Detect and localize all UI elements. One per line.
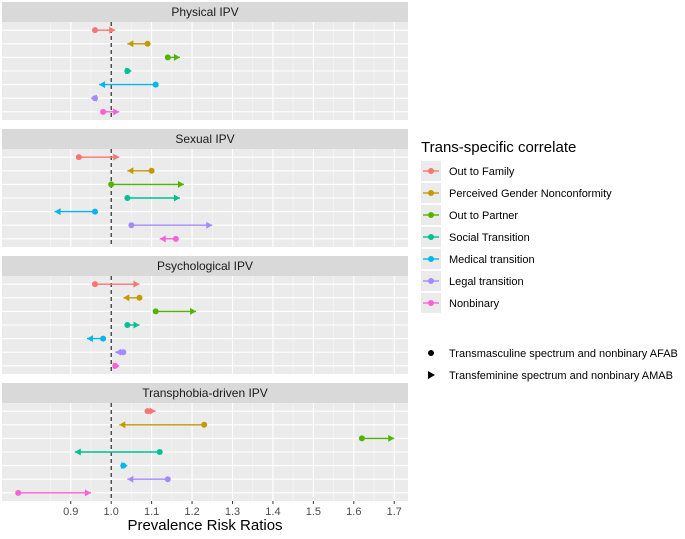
arrow-head [127,167,134,175]
x-tick-label: 1.6 [346,506,361,518]
arrow-head [173,194,180,202]
facet-title: Physical IPV [171,5,238,19]
arrow-head [173,53,180,61]
legend-swatch [428,168,434,174]
dot [144,40,151,47]
dot [112,362,119,369]
x-tick-label: 1.1 [144,506,159,518]
legend-swatch [428,278,434,284]
x-tick-label: 1.7 [387,506,402,518]
dot [124,322,131,328]
legend-swatch [428,300,434,306]
facet-title: Transphobia-driven IPV [142,386,268,400]
dot [144,408,151,415]
legend-label: Social Transition [449,232,530,244]
x-tick-label: 0.9 [63,506,78,518]
dot [92,208,99,215]
arrow-head [127,40,134,48]
legend-shape [428,350,434,356]
arrow-head [113,108,120,116]
arrow-head [74,448,81,456]
dot [164,54,171,61]
facet-title: Psychological IPV [157,259,253,273]
arrow-head [133,321,140,329]
facet-strip [2,129,408,149]
dot [75,154,82,161]
dot [100,335,107,342]
x-tick-label: 1.2 [184,506,199,518]
dot [201,421,208,428]
x-tick-label: 1.3 [225,506,240,518]
arrow-head [99,81,106,89]
dot [120,462,127,469]
legend-label: Transmasculine spectrum and nonbinary AF… [449,348,678,360]
arrow-head [177,180,184,188]
legend-label: Transfeminine spectrum and nonbinary AMA… [449,370,673,382]
legend-swatch [428,190,434,196]
dot [92,281,99,288]
legend-label: Medical transition [449,254,535,266]
dot [152,81,159,88]
legend-swatch [428,234,434,240]
arrow-head [119,421,126,429]
dot [148,167,155,174]
arrow-head [190,307,197,315]
dot [172,235,179,242]
x-axis-title: Prevalence Risk Ratios [127,517,282,534]
legend-label: Perceived Gender Nonconformity [449,188,612,200]
legend-shape [428,371,435,379]
legend-label: Legal transition [449,276,524,288]
arrow-head [388,434,395,442]
legend-label: Out to Partner [449,210,518,222]
dot [100,108,107,115]
legend-label: Nonbinary [449,298,500,310]
arrow-head [206,221,213,229]
dot [124,195,131,201]
arrow-head [149,407,156,415]
dot [124,68,131,74]
arrow-head [159,235,166,243]
dot [15,489,22,496]
arrow-head [54,208,61,216]
x-tick-label: 1.0 [104,506,119,518]
arrow-head [113,153,120,161]
arrow-head [127,475,134,483]
dot [152,308,159,315]
arrow-head [109,26,116,34]
arrow-head [115,348,122,356]
x-tick-label: 1.4 [265,506,280,518]
facet-strip [2,2,408,22]
arrow-head [84,489,91,497]
legend-swatch [428,212,434,218]
facet-strip [2,256,408,276]
x-tick-label: 1.5 [306,506,321,518]
arrow-head [133,280,140,288]
dot [108,181,115,188]
facet-title: Sexual IPV [175,132,234,146]
arrow-head [86,335,93,343]
dot [164,476,171,483]
legend-swatch [428,256,434,262]
legend-title: Trans-specific correlate [421,139,576,156]
dot [120,349,127,356]
dot [92,27,99,34]
dot [136,294,143,301]
dot [128,222,135,229]
facet-strip [2,383,408,403]
arrow-head [123,294,130,302]
legend-label: Out to Family [449,166,515,178]
dot [92,95,99,102]
dot [358,435,365,442]
dot [156,449,163,455]
